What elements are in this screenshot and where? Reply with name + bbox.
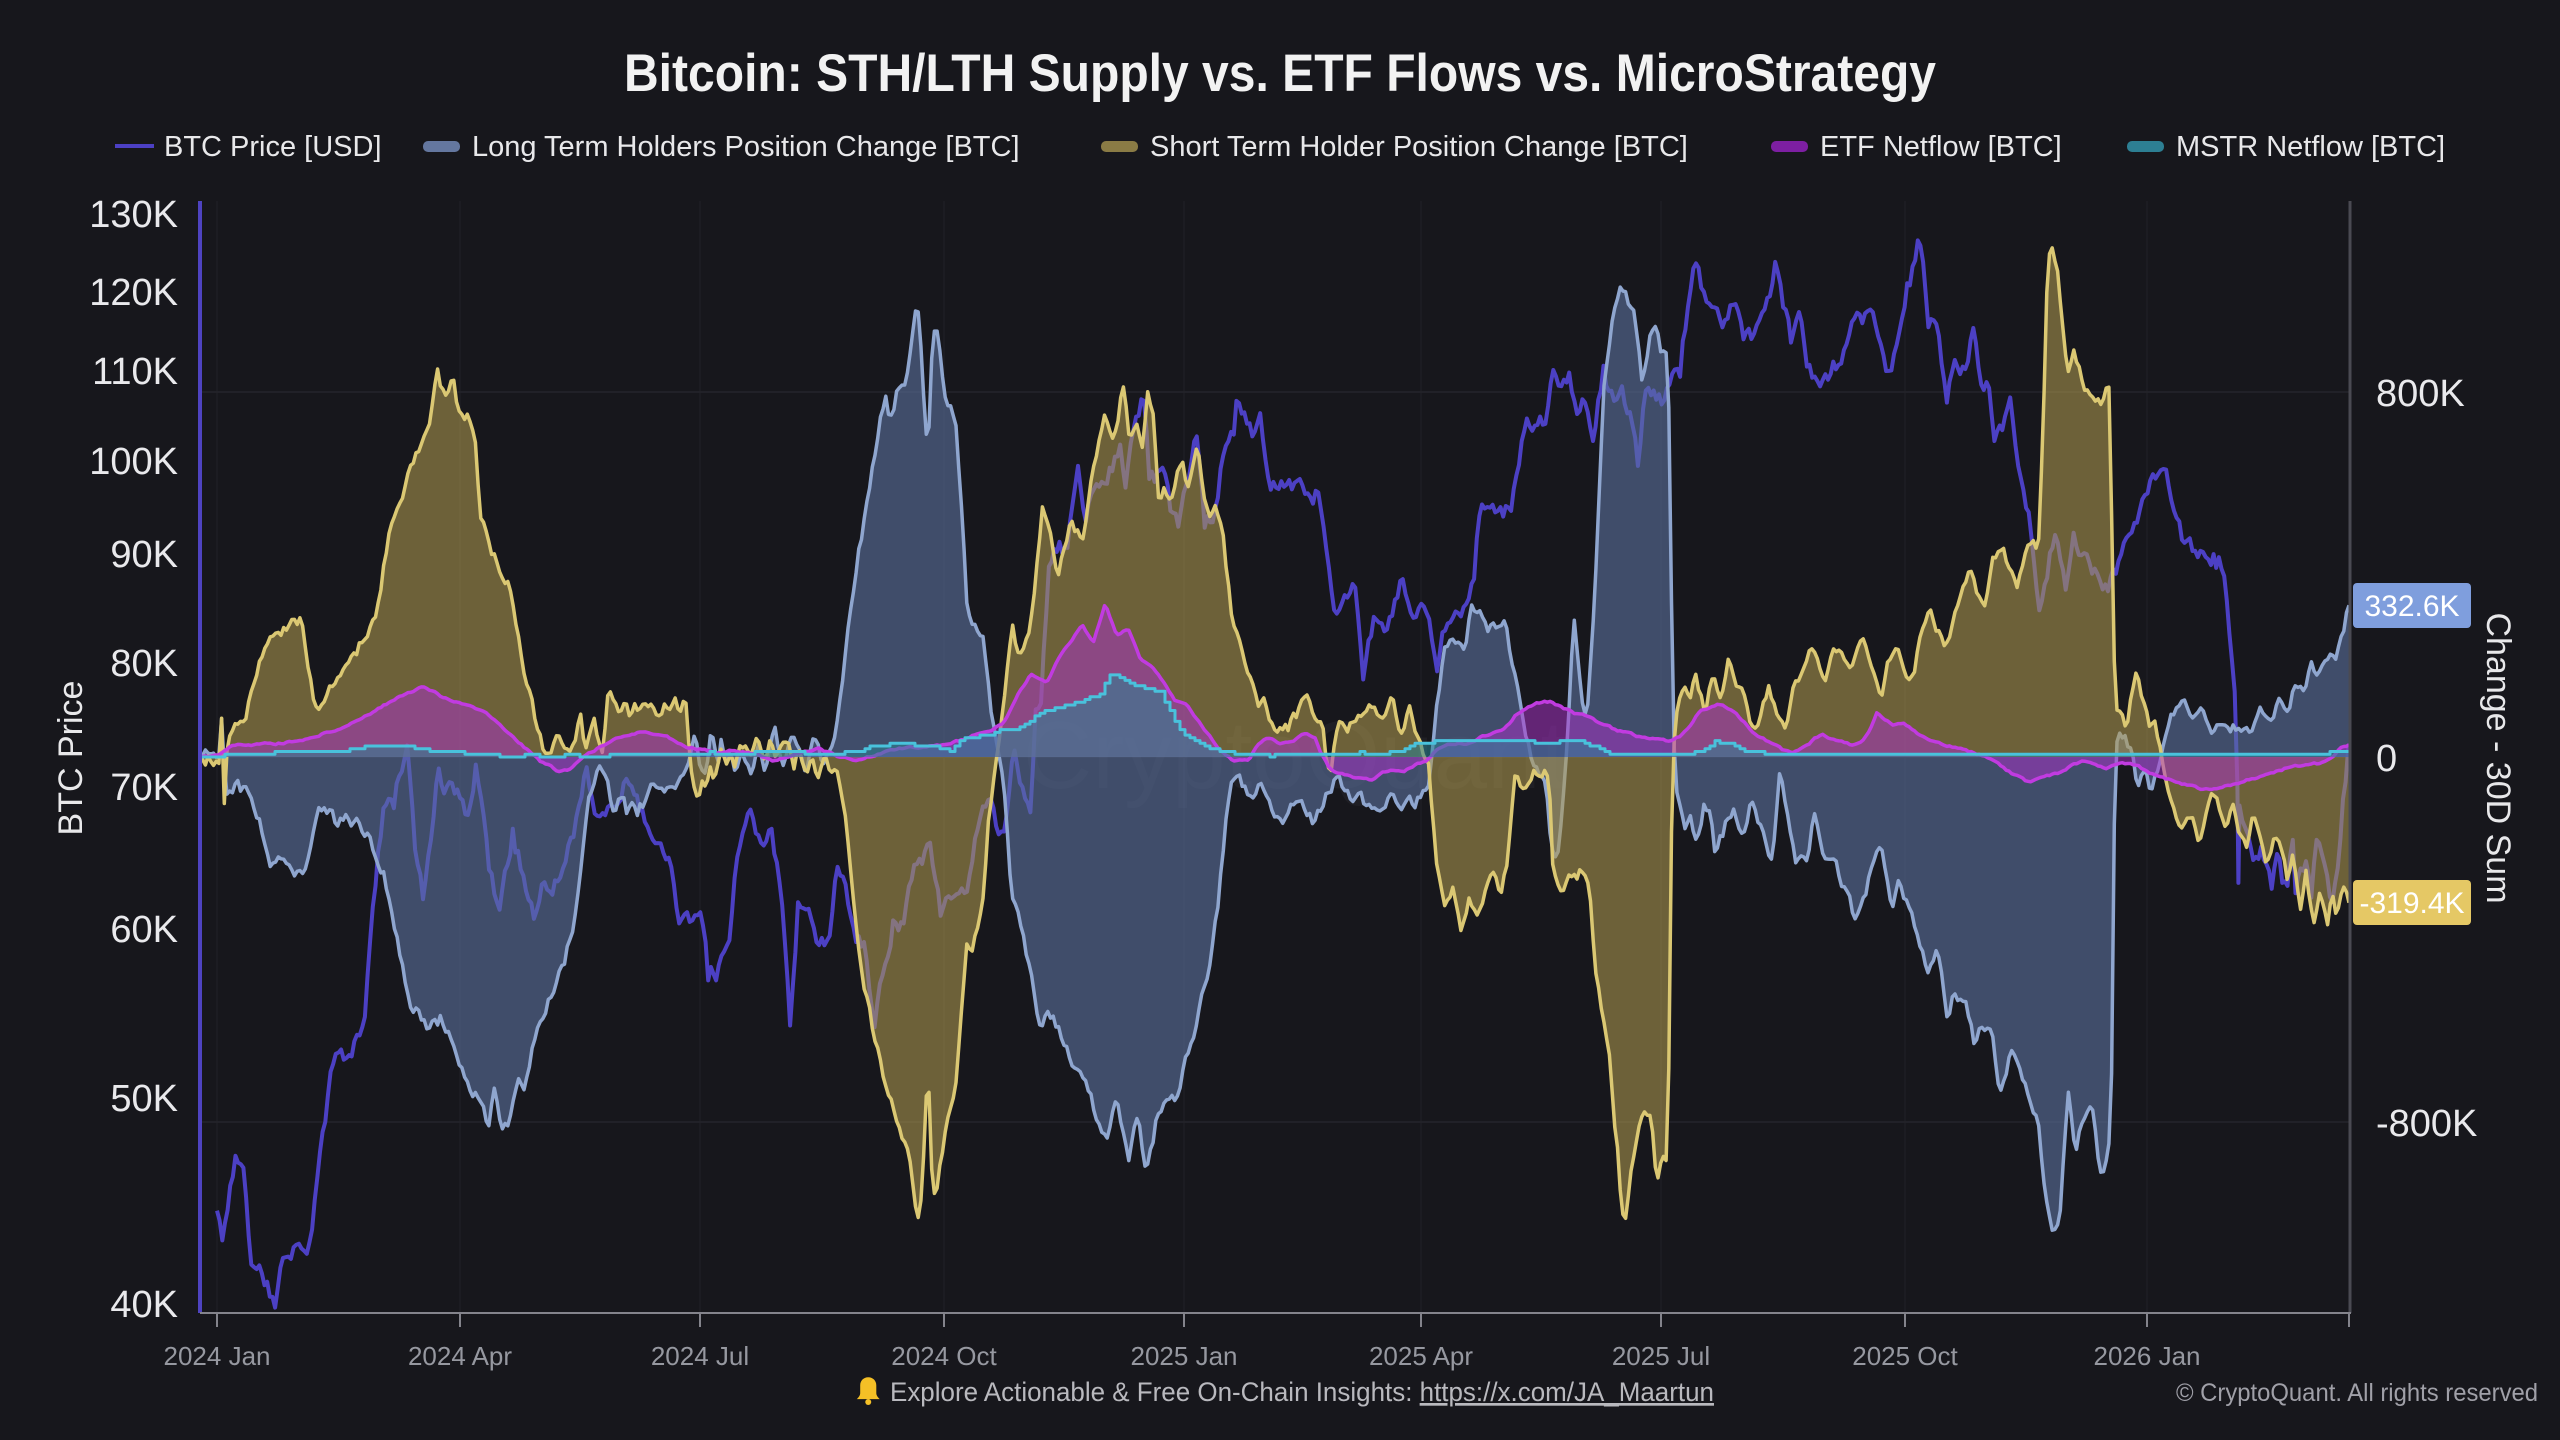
svg-text:800K: 800K [2376,373,2465,415]
svg-text:-319.4K: -319.4K [2359,887,2464,920]
svg-text:ETF Netflow [BTC]: ETF Netflow [BTC] [1820,131,2062,163]
svg-text:2025 Jan: 2025 Jan [1131,1341,1238,1371]
svg-text:BTC Price [USD]: BTC Price [USD] [164,131,382,163]
svg-text:2025 Oct: 2025 Oct [1852,1341,1958,1371]
svg-text:120K: 120K [89,272,178,314]
svg-text:Change - 30D Sum: Change - 30D Sum [2479,612,2517,903]
svg-text:Short Term Holder Position Cha: Short Term Holder Position Change [BTC] [1150,131,1688,163]
svg-text:0: 0 [2376,738,2397,780]
svg-text:110K: 110K [92,351,178,393]
svg-text:2026 Jan: 2026 Jan [2094,1341,2201,1371]
svg-text:80K: 80K [110,643,178,685]
svg-text:2024 Jan: 2024 Jan [164,1341,271,1371]
svg-text:BTC Price: BTC Price [52,681,90,836]
svg-text:100K: 100K [89,441,178,483]
svg-text:2024 Apr: 2024 Apr [408,1341,512,1371]
svg-text:70K: 70K [110,767,178,809]
svg-text:Bitcoin: STH/LTH Supply vs. ET: Bitcoin: STH/LTH Supply vs. ETF Flows vs… [624,44,1936,103]
svg-text:2025 Apr: 2025 Apr [1369,1341,1473,1371]
svg-text:MSTR Netflow [BTC]: MSTR Netflow [BTC] [2176,131,2445,163]
svg-text:40K: 40K [110,1284,178,1326]
svg-text:90K: 90K [110,534,178,576]
svg-text:-800K: -800K [2376,1103,2477,1145]
svg-text:Long Term Holders Position Cha: Long Term Holders Position Change [BTC] [472,131,1020,163]
svg-text:130K: 130K [89,194,178,236]
svg-text:60K: 60K [110,909,178,951]
svg-text:2024 Jul: 2024 Jul [651,1341,749,1371]
svg-text:332.6K: 332.6K [2364,590,2459,623]
svg-text:2024 Oct: 2024 Oct [891,1341,997,1371]
svg-text:2025 Jul: 2025 Jul [1612,1341,1710,1371]
svg-text:© CryptoQuant. All rights rese: © CryptoQuant. All rights reserved [2176,1379,2538,1407]
svg-text:50K: 50K [110,1078,178,1120]
svg-text:Explore Actionable & Free On-C: Explore Actionable & Free On-Chain Insig… [890,1377,1714,1407]
